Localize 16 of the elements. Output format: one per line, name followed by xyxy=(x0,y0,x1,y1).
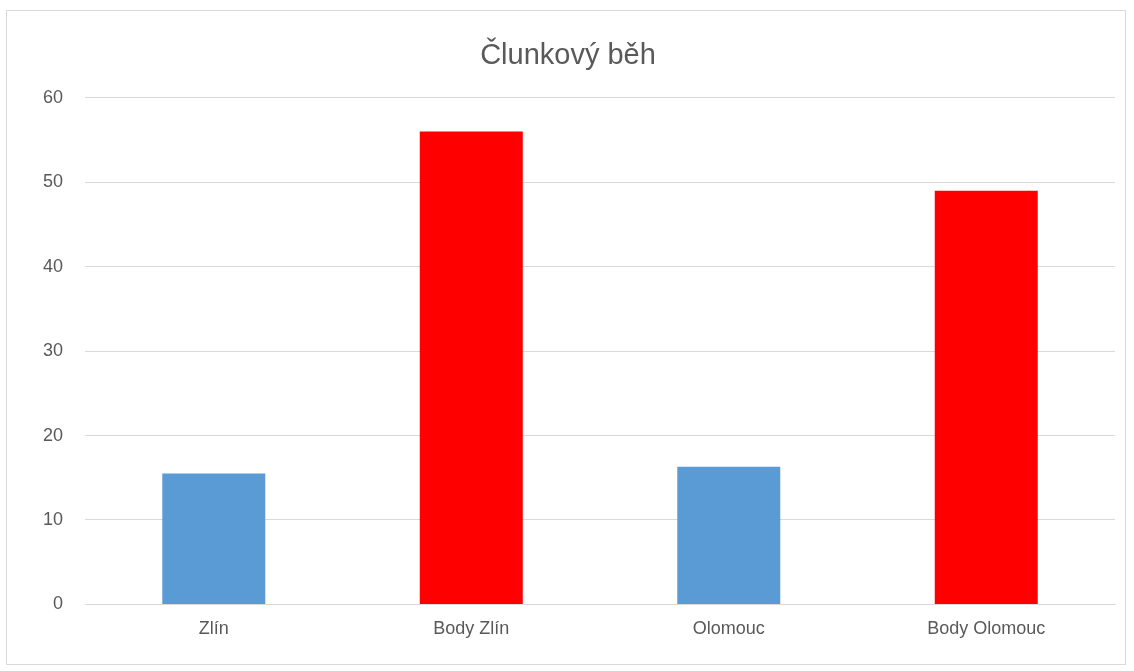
y-tick-label: 50 xyxy=(42,171,64,192)
y-tick-label: 40 xyxy=(42,255,64,276)
y-tick-label: 30 xyxy=(42,340,64,361)
bar xyxy=(419,131,523,604)
x-tick-label: Zlín xyxy=(198,618,229,639)
bar xyxy=(677,466,781,604)
y-tick-label: 10 xyxy=(42,508,64,529)
chart-title: Člunkový běh xyxy=(480,37,656,71)
x-tick-label: Body Zlín xyxy=(433,618,510,639)
bar xyxy=(934,190,1038,604)
y-tick-label: 20 xyxy=(42,424,64,445)
y-tick-label: 0 xyxy=(53,593,64,614)
x-tick-label: Olomouc xyxy=(692,618,765,639)
bar xyxy=(162,473,266,604)
x-tick-label: Body Olomouc xyxy=(927,618,1046,639)
y-tick-label: 60 xyxy=(42,86,64,107)
